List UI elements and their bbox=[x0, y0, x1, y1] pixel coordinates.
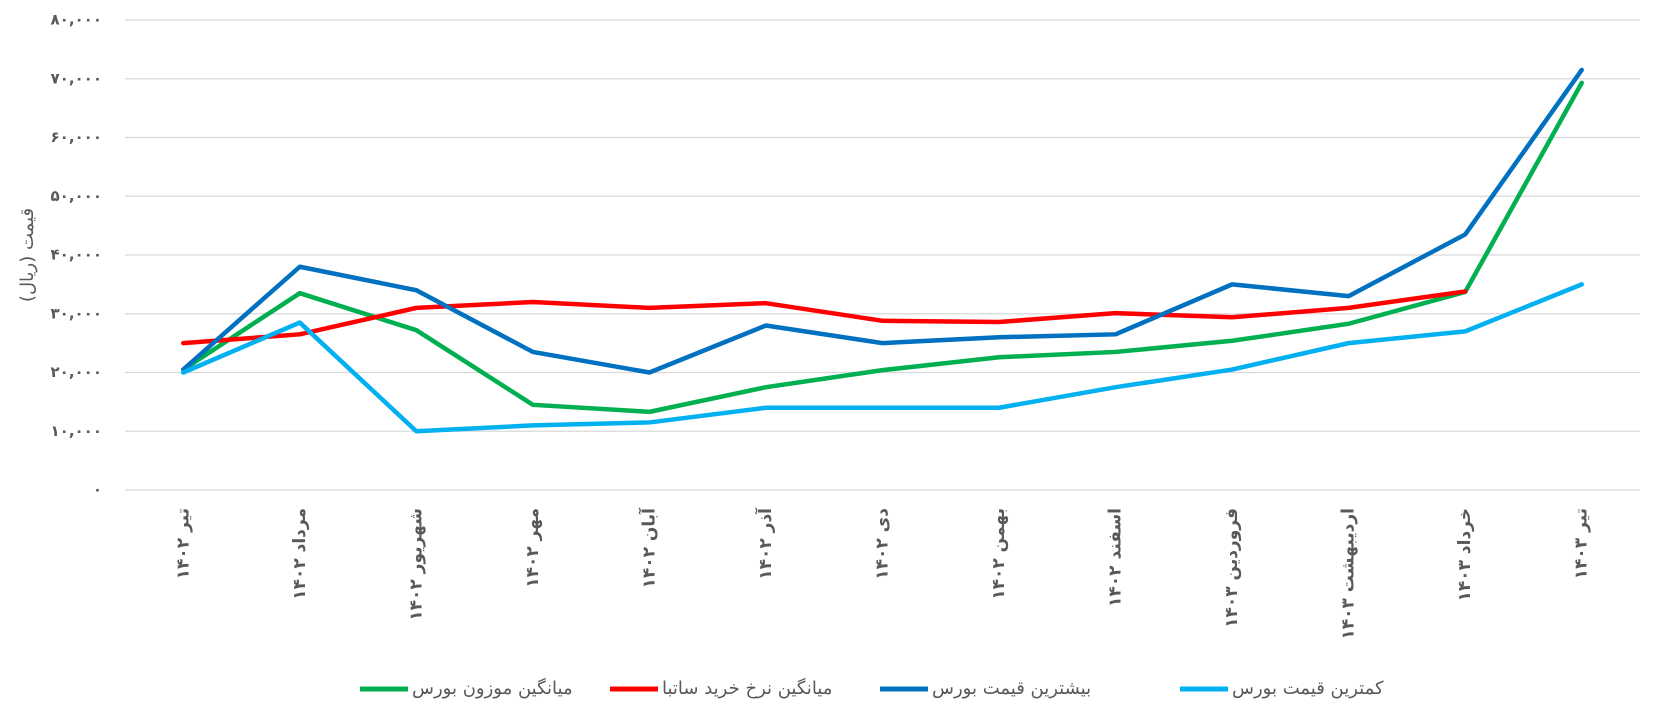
y-tick-label: ۳۰,۰۰۰ bbox=[51, 304, 102, 322]
y-tick-label: ۱۰,۰۰۰ bbox=[51, 422, 102, 440]
x-tick-label: آذر ۱۴۰۲ bbox=[754, 507, 776, 580]
x-tick-label: آبان ۱۴۰۲ bbox=[637, 507, 659, 589]
x-tick-label: بهمن ۱۴۰۲ bbox=[989, 508, 1009, 600]
legend-label: کمترین قیمت بورس bbox=[1232, 678, 1384, 699]
y-tick-label: ۵۰,۰۰۰ bbox=[51, 187, 102, 205]
series-line bbox=[181, 289, 1468, 346]
x-tick-label: تیر ۱۴۰۳ bbox=[1572, 508, 1592, 579]
series-line bbox=[181, 80, 1584, 415]
x-tick-label: فروردین ۱۴۰۳ bbox=[1222, 508, 1242, 628]
legend-label: میانگین موزون بورس bbox=[412, 677, 573, 699]
x-tick-label: شهریور ۱۴۰۲ bbox=[406, 508, 426, 621]
y-tick-label: ۶۰,۰۰۰ bbox=[51, 128, 102, 146]
x-tick-label: اسفند ۱۴۰۲ bbox=[1106, 508, 1126, 607]
y-tick-label: ۲۰,۰۰۰ bbox=[51, 363, 102, 381]
y-axis-label: قیمت (ریال) bbox=[17, 208, 38, 302]
y-tick-label: ۰ bbox=[93, 481, 102, 499]
x-tick-label: تیر ۱۴۰۲ bbox=[173, 508, 193, 579]
x-tick-label: دی ۱۴۰۲ bbox=[873, 508, 893, 580]
y-tick-label: ۷۰,۰۰۰ bbox=[51, 69, 102, 87]
x-tick-label: مهر ۱۴۰۲ bbox=[523, 508, 543, 588]
legend-label: میانگین نرخ خرید ساتبا bbox=[662, 677, 832, 699]
y-tick-label: ۴۰,۰۰۰ bbox=[51, 246, 102, 264]
series-line bbox=[181, 282, 1584, 434]
x-tick-label: مرداد ۱۴۰۲ bbox=[290, 508, 310, 600]
x-tick-label: اردیبهشت ۱۴۰۳ bbox=[1339, 508, 1359, 640]
legend-label: بیشترین قیمت بورس bbox=[932, 678, 1091, 699]
x-tick-label: خرداد ۱۴۰۳ bbox=[1455, 508, 1475, 602]
y-tick-label: ۸۰,۰۰۰ bbox=[51, 11, 102, 29]
series-line bbox=[181, 67, 1584, 375]
